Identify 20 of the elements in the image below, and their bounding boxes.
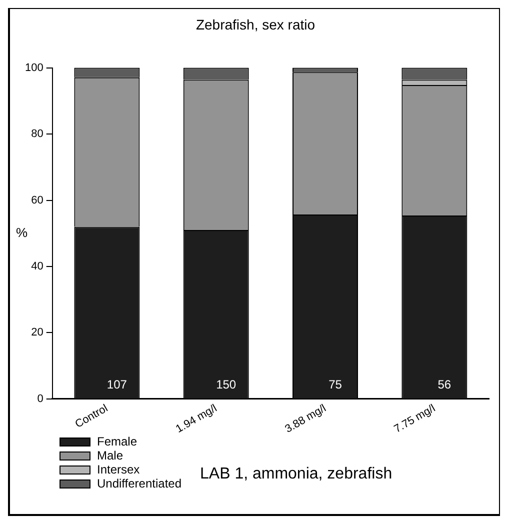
y-tick-label: 40 [31, 260, 44, 273]
y-tick-label: 80 [31, 128, 44, 140]
legend-label: Male [97, 448, 124, 462]
legend-label: Intersex [97, 462, 140, 476]
legend-label: Undifferentiated [97, 476, 182, 490]
legend-label: Female [97, 434, 138, 448]
annotation: 75 [328, 377, 342, 392]
text: LAB 1, ammonia, zebrafish [200, 465, 392, 482]
x-tick-label: 1.94 mg/l [174, 402, 220, 436]
chart-title: Zebrafish, sex ratio [196, 16, 316, 32]
y-tick-label: 0 [37, 392, 44, 405]
x-tick-label: 3.88 mg/l [283, 402, 328, 436]
annotation: 107 [106, 377, 128, 392]
annotation: 150 [216, 377, 236, 392]
x-tick-label: 7.75 mg/l [392, 402, 438, 436]
y-tick-label: 100 [24, 62, 44, 74]
y-tick-label: 20 [31, 326, 44, 339]
y-axis-title: % [16, 224, 28, 240]
annotation: 56 [438, 377, 452, 392]
y-tick-label: 60 [31, 194, 44, 206]
